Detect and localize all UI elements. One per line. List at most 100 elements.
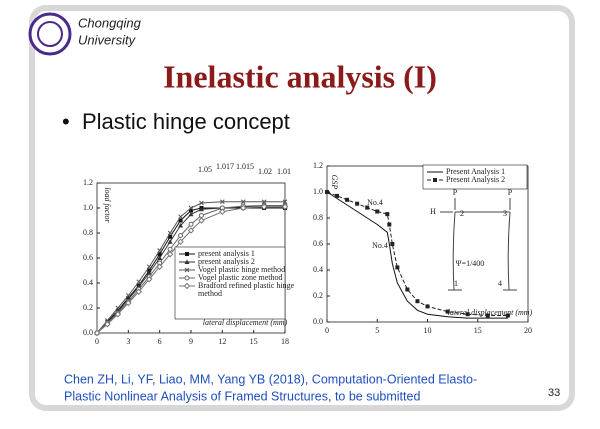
marker (375, 209, 380, 214)
marker (240, 199, 246, 205)
citation: Chen ZH, Li, YF, Liao, MM, Yang YB (2018… (64, 372, 477, 386)
citation: Plastic Nonlinear Analysis of Framed Str… (64, 389, 420, 403)
y-tick-label: 0.8 (83, 228, 93, 237)
marker (335, 193, 340, 198)
marker (219, 208, 226, 215)
marker (240, 204, 247, 212)
legend-box (422, 164, 528, 190)
marker (219, 199, 225, 205)
legend-label: present analysis 2 (198, 257, 255, 266)
marker (157, 252, 162, 257)
x-tick-label: 15 (250, 337, 258, 346)
diagram-label: 3 (503, 209, 507, 218)
y-tick-label: 0.2 (313, 291, 323, 300)
marker (177, 238, 184, 245)
marker (178, 214, 183, 220)
annotation: 1.05 (198, 165, 212, 174)
legend-box (174, 246, 286, 320)
marker (260, 203, 268, 210)
x-axis-label: lateral displacement (mm) (203, 318, 288, 327)
diagram-label: P (508, 188, 513, 197)
marker (188, 211, 194, 217)
x-axis-label: lateral displacement (mm) (448, 308, 533, 317)
marker (93, 329, 101, 337)
marker (178, 233, 184, 238)
annotation: No.4 (372, 241, 388, 250)
marker (184, 275, 190, 281)
legend-label: Present Analysis 2 (446, 175, 505, 184)
university: Chongqing (78, 15, 142, 30)
marker (167, 230, 173, 236)
marker (261, 199, 267, 205)
marker (184, 259, 190, 264)
marker (445, 309, 450, 314)
marker (115, 305, 121, 311)
diagram-label: 4 (498, 279, 502, 288)
column (452, 211, 456, 291)
university: University (78, 32, 137, 47)
y-tick-label: 0.0 (313, 317, 323, 326)
marker (125, 299, 132, 307)
x-tick-label: 15 (474, 326, 482, 335)
slide-title: Inelastic analysis (I) (163, 58, 437, 94)
legend-label-part: method (198, 289, 222, 298)
y-axis-label: load factor (103, 187, 112, 223)
x-tick-label: 3 (126, 337, 130, 346)
marker (395, 265, 400, 270)
marker (485, 313, 490, 318)
y-tick-label: 0.6 (83, 253, 93, 262)
y-tick-label: 1.0 (83, 203, 93, 212)
annotation: 1.017 (216, 162, 234, 171)
diagram-label: 2 (460, 209, 464, 218)
bullet: Plastic hinge concept (82, 109, 290, 134)
y-tick-label: 1.2 (83, 178, 93, 187)
marker (345, 197, 350, 202)
annotation: 1.015 (236, 162, 254, 171)
marker (157, 248, 163, 253)
y-axis-label: GSP (330, 175, 339, 190)
marker (188, 205, 194, 211)
diagram-label: P (453, 188, 458, 197)
marker (167, 239, 173, 244)
marker (325, 190, 329, 194)
marker (198, 217, 205, 224)
marker (183, 282, 191, 290)
marker (156, 263, 163, 270)
marker (178, 218, 183, 223)
annotation: No.4 (367, 198, 383, 207)
x-tick-label: 18 (281, 337, 289, 346)
marker (135, 288, 142, 295)
marker (166, 251, 174, 258)
x-tick-label: 12 (218, 337, 226, 346)
x-tick-label: 5 (375, 326, 379, 335)
marker (184, 267, 190, 273)
marker (505, 313, 510, 318)
y-tick-label: 0.6 (313, 239, 323, 248)
x-tick-label: 20 (524, 326, 532, 335)
marker (104, 321, 111, 328)
diagram-label: Ψ=1/400 (456, 259, 485, 268)
legend-label: Vogel plastic hinge method (198, 265, 285, 274)
logo (28, 12, 72, 56)
series-line (326, 191, 508, 319)
x-tick-label: 0 (325, 326, 329, 335)
marker (281, 203, 289, 210)
frame-diagram (440, 198, 517, 291)
marker (168, 234, 173, 239)
y-tick-label: 0.8 (313, 213, 323, 222)
diagram-label: 1 (454, 279, 458, 288)
x-tick-label: 0 (95, 337, 99, 346)
marker (385, 212, 390, 217)
marker (387, 222, 392, 227)
y-tick-label: 0.4 (83, 278, 93, 287)
marker (146, 264, 152, 270)
marker (167, 246, 173, 252)
y-tick-label: 0.0 (83, 328, 93, 337)
y-tick-label: 0.2 (83, 303, 93, 312)
marker (157, 255, 163, 260)
marker (465, 312, 470, 317)
marker (114, 311, 122, 318)
marker (185, 252, 189, 256)
annotation: 1.01 (277, 167, 291, 176)
logo-inner (37, 21, 63, 47)
